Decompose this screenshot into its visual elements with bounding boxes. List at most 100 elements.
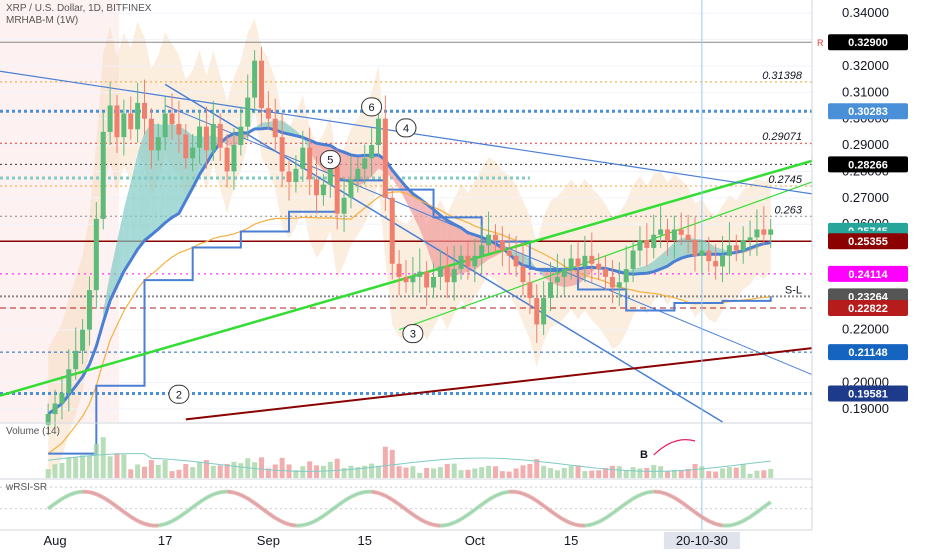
volume-bar <box>699 466 704 478</box>
callout-marker: 5 <box>320 151 340 169</box>
candle-body <box>514 256 519 267</box>
candle-body <box>59 393 64 404</box>
volume-bar <box>121 454 126 478</box>
price-badge-label: 0.30283 <box>848 106 888 118</box>
fib-level-label: 0.2745 <box>768 174 803 186</box>
candle-body <box>87 290 92 330</box>
volume-bar <box>727 467 732 478</box>
candle-body <box>465 256 470 267</box>
callout-label: 4 <box>403 123 409 135</box>
volume-bar <box>300 466 305 478</box>
osc-band-segment <box>165 521 172 524</box>
price-badge-label: 0.21148 <box>848 347 887 359</box>
osc-band-segment <box>213 492 220 494</box>
volume-bar <box>101 437 106 478</box>
candle-body <box>204 127 209 151</box>
time-tick-label: Oct <box>465 533 486 548</box>
candle-body <box>383 119 388 198</box>
osc-band-segment <box>447 523 454 525</box>
candle-body <box>527 282 532 298</box>
volume-bar <box>114 453 119 478</box>
volume-bar <box>417 473 422 478</box>
volume-bar <box>410 466 415 478</box>
volume-bar <box>624 470 629 478</box>
volume-bar <box>80 455 85 478</box>
osc-band-segment <box>220 492 227 493</box>
candle-body <box>293 169 298 182</box>
candle-body <box>128 113 133 129</box>
volume-bar <box>348 466 353 478</box>
candle-body <box>252 61 257 98</box>
candle-body <box>631 251 636 269</box>
callout-label: 2 <box>176 389 182 401</box>
candle-body <box>266 108 271 119</box>
indicator-title: MRHAB-M (1W) <box>6 15 151 27</box>
candle-body <box>672 229 677 240</box>
level-label: S-L <box>785 284 802 296</box>
candle-body <box>644 240 649 248</box>
candle-body <box>307 148 312 180</box>
volume-bar <box>644 468 649 478</box>
candle-body <box>651 235 656 248</box>
osc-band-segment <box>427 523 434 525</box>
candle-body <box>452 269 457 282</box>
volume-bar <box>397 466 402 478</box>
volume-bar <box>548 468 553 478</box>
volume-bar <box>183 464 188 478</box>
price-badge: 0.24114 <box>828 266 908 282</box>
osc-band-segment <box>647 492 654 493</box>
volume-bar <box>163 460 168 478</box>
price-tick-label: 0.22000 <box>842 322 889 337</box>
candle-body <box>754 229 759 237</box>
volume-bar <box>190 467 195 478</box>
time-tick-label: Aug <box>43 533 66 548</box>
price-badge-label: 0.28266 <box>848 159 888 171</box>
candle-body <box>225 148 230 172</box>
cursor-date-label: 20-10-30 <box>676 533 728 548</box>
volume-bar <box>486 466 491 478</box>
candle-body <box>170 113 175 124</box>
candle-body <box>686 235 691 240</box>
volume-bar <box>404 468 409 478</box>
osc-band-segment <box>440 525 447 526</box>
volume-bar <box>610 466 615 478</box>
volume-bar <box>665 471 670 478</box>
osc-band-segment <box>585 525 592 526</box>
candle-body <box>459 256 464 269</box>
candle-body <box>486 235 491 246</box>
osc-band-segment <box>282 522 289 525</box>
volume-bar <box>617 466 622 478</box>
volume-bar <box>73 458 78 478</box>
candle-body <box>569 258 574 269</box>
volume-bar <box>142 467 147 478</box>
callout-marker: 6 <box>362 98 382 116</box>
candle-body <box>142 103 147 119</box>
callout-marker: 4 <box>396 119 416 137</box>
candle-body <box>679 229 684 234</box>
volume-bar <box>748 474 753 478</box>
candle-body <box>101 132 106 219</box>
candle-body <box>479 245 484 256</box>
candle-body <box>183 135 188 159</box>
osc-band-segment <box>138 521 145 524</box>
candle-body <box>73 351 78 369</box>
volume-bar <box>259 457 264 478</box>
candle-body <box>493 235 498 240</box>
osc-band-segment <box>303 523 310 525</box>
price-tick-label: 0.29000 <box>842 137 889 152</box>
volume-bar <box>713 472 718 478</box>
candle-body <box>176 124 181 135</box>
candle-body <box>135 103 140 129</box>
volume-bar <box>658 466 663 478</box>
volume-bar <box>582 471 587 478</box>
volume-bar <box>562 468 567 478</box>
osc-band-segment <box>661 492 668 494</box>
volume-bar <box>569 466 574 478</box>
candle-body <box>500 240 505 251</box>
osc-band-segment <box>516 492 523 494</box>
volume-bar <box>631 467 636 478</box>
candle-body <box>348 179 353 197</box>
candle-body <box>321 185 326 196</box>
candle-body <box>768 229 773 234</box>
